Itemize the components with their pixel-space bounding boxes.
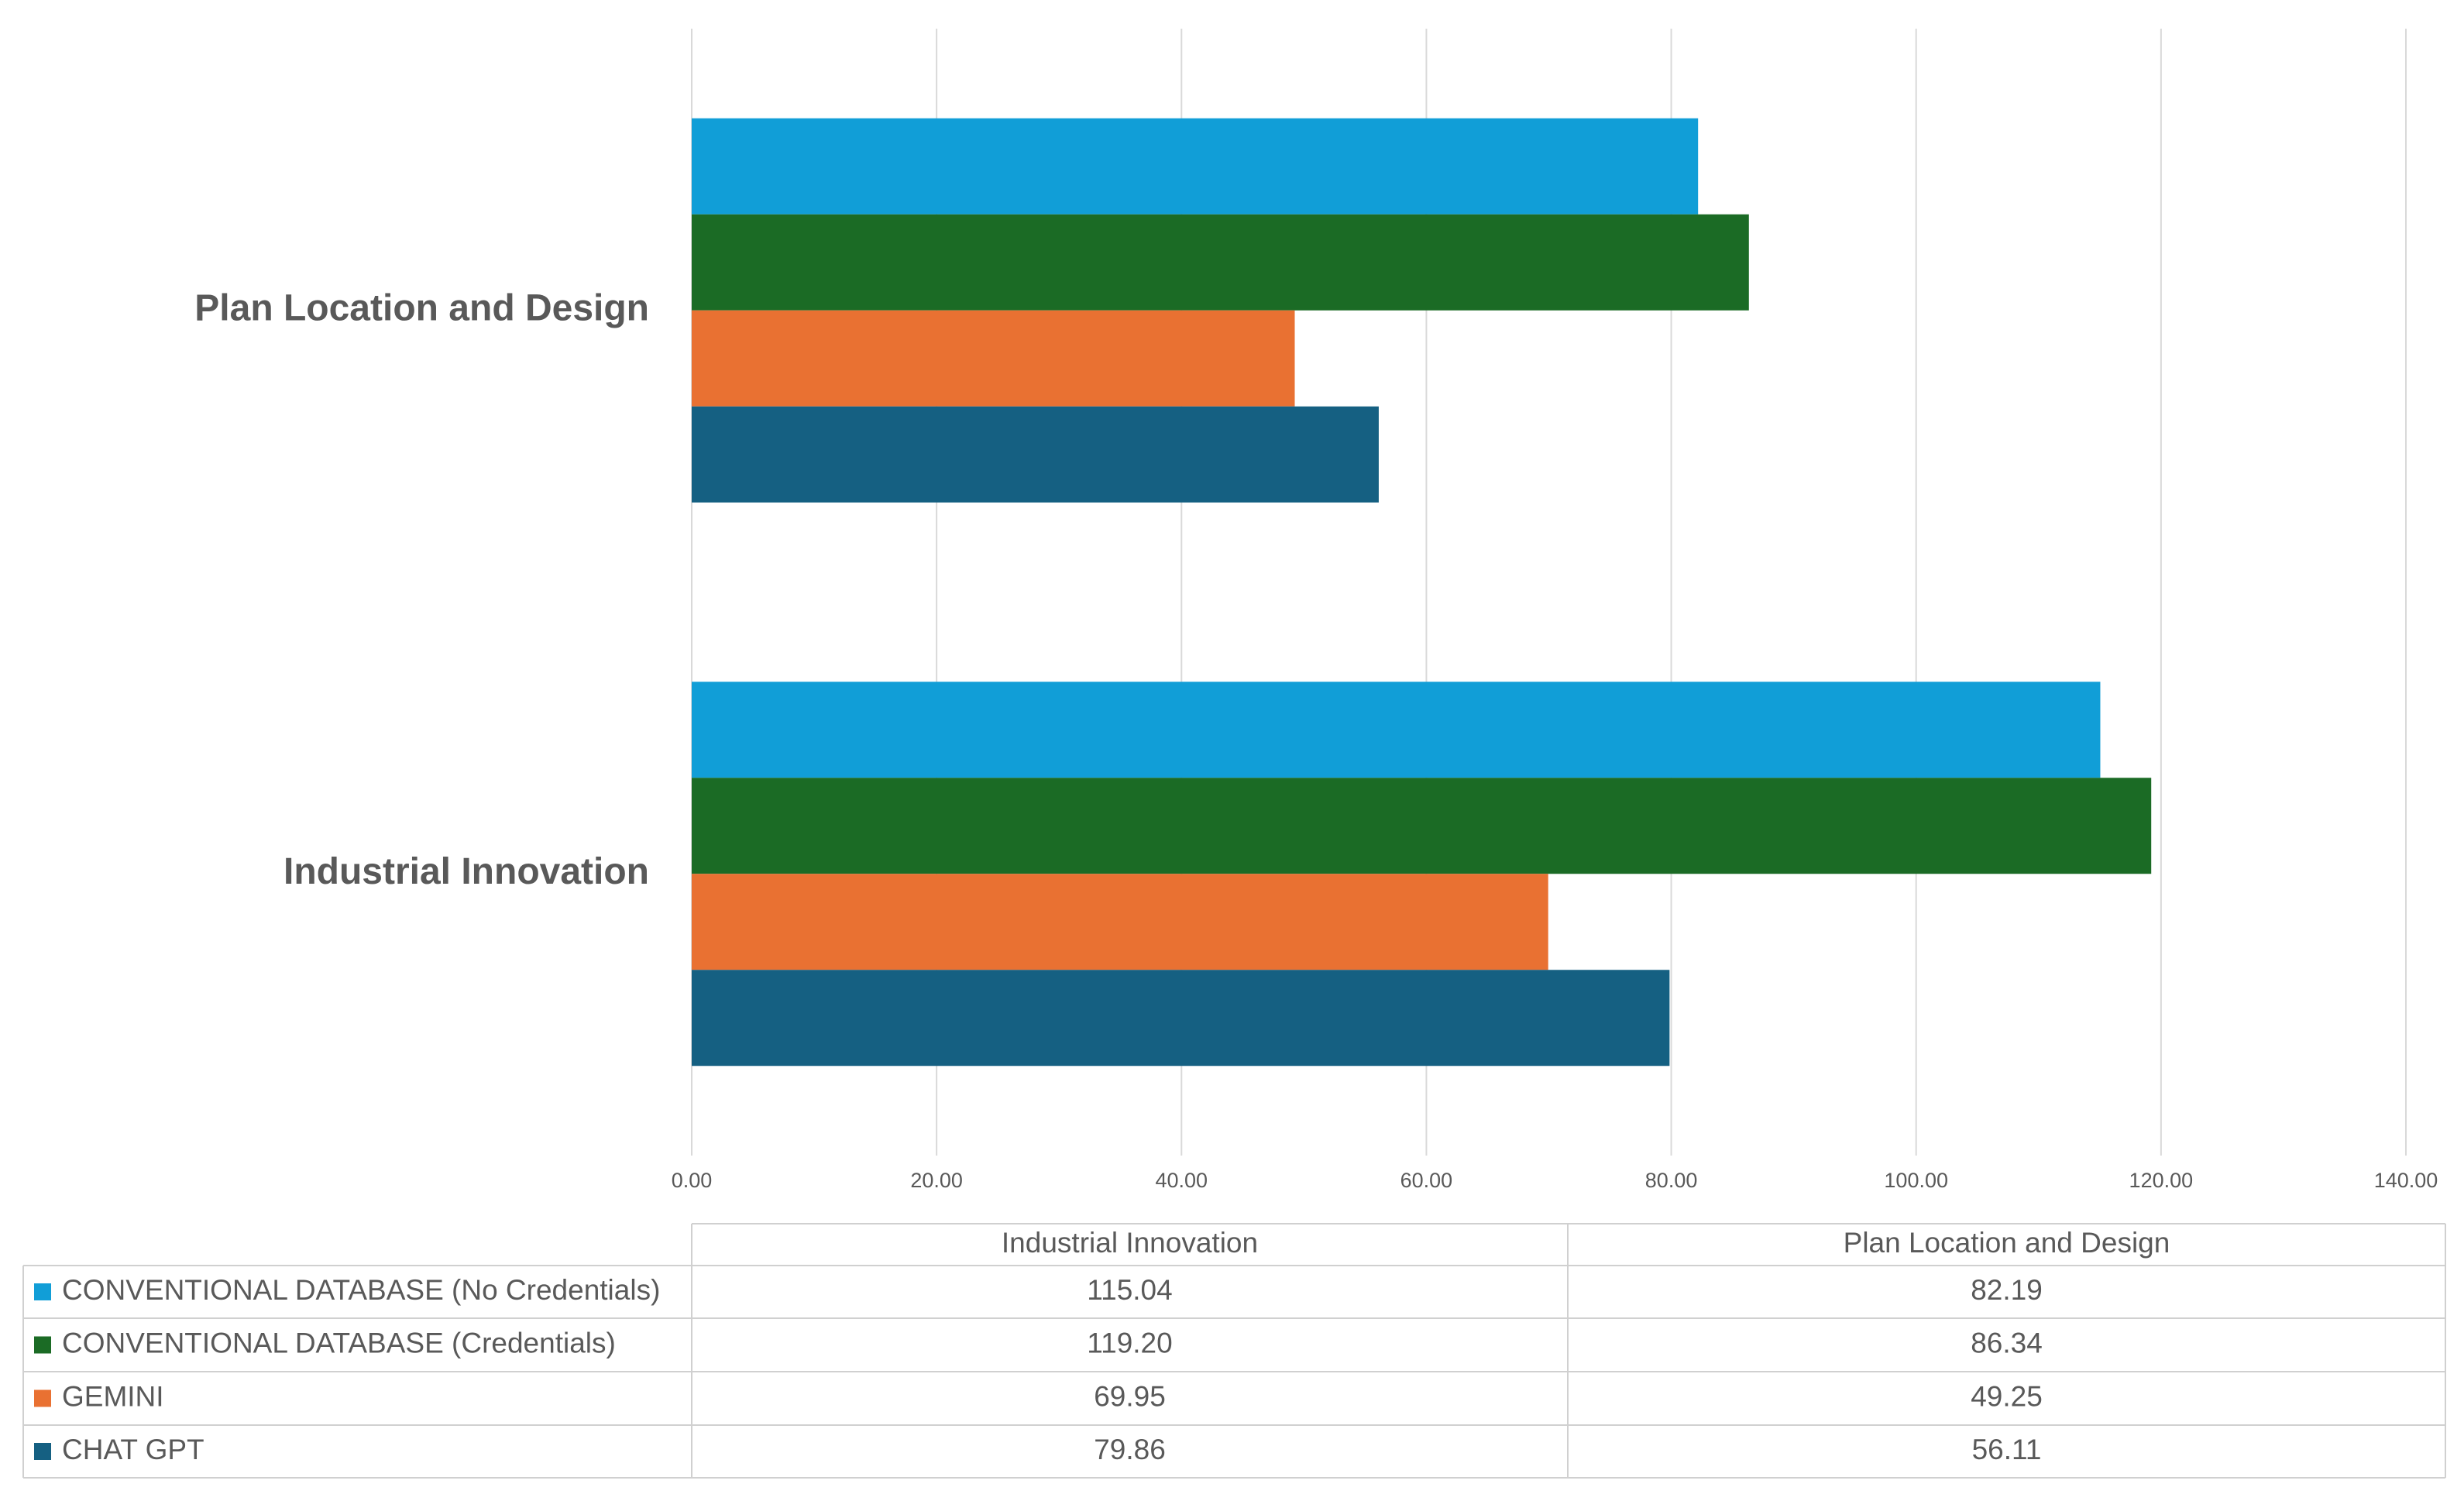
- category-label: Industrial Innovation: [284, 851, 649, 892]
- table-value: 82.19: [1971, 1274, 2043, 1306]
- legend-swatch: [34, 1389, 51, 1407]
- bar: [692, 970, 1670, 1066]
- table-value: 69.95: [1094, 1380, 1166, 1412]
- legend-swatch: [34, 1443, 51, 1460]
- x-tick-label: 100.00: [1884, 1169, 1948, 1192]
- category-label: Plan Location and Design: [194, 287, 649, 328]
- table-value: 49.25: [1971, 1380, 2043, 1412]
- bar: [692, 118, 1699, 215]
- table-value: 56.11: [1972, 1434, 2042, 1465]
- x-tick-label: 20.00: [910, 1169, 963, 1192]
- table-value: 119.20: [1087, 1327, 1172, 1358]
- bar: [692, 682, 2101, 778]
- legend-label: GEMINI: [62, 1380, 164, 1412]
- bar: [692, 406, 1379, 503]
- bar: [692, 214, 1749, 311]
- table-value: 79.86: [1094, 1434, 1166, 1465]
- table-header: Plan Location and Design: [1844, 1227, 2170, 1259]
- bar: [692, 874, 1548, 970]
- bar: [692, 310, 1295, 407]
- x-tick-label: 140.00: [2374, 1169, 2438, 1192]
- x-tick-label: 40.00: [1155, 1169, 1208, 1192]
- legend-swatch: [34, 1283, 51, 1300]
- table-header: Industrial Innovation: [1002, 1227, 1258, 1259]
- x-tick-label: 80.00: [1645, 1169, 1698, 1192]
- table-value: 86.34: [1971, 1327, 2043, 1358]
- bar: [692, 778, 2152, 874]
- legend-swatch: [34, 1336, 51, 1354]
- x-tick-label: 60.00: [1400, 1169, 1453, 1192]
- table-value: 115.04: [1087, 1274, 1172, 1306]
- x-tick-label: 0.00: [672, 1169, 713, 1192]
- x-tick-label: 120.00: [2129, 1169, 2194, 1192]
- legend-label: CONVENTIONAL DATABASE (No Credentials): [62, 1274, 660, 1306]
- legend-label: CONVENTIONAL DATABASE (Credentials): [62, 1327, 616, 1358]
- legend-label: CHAT GPT: [62, 1434, 204, 1465]
